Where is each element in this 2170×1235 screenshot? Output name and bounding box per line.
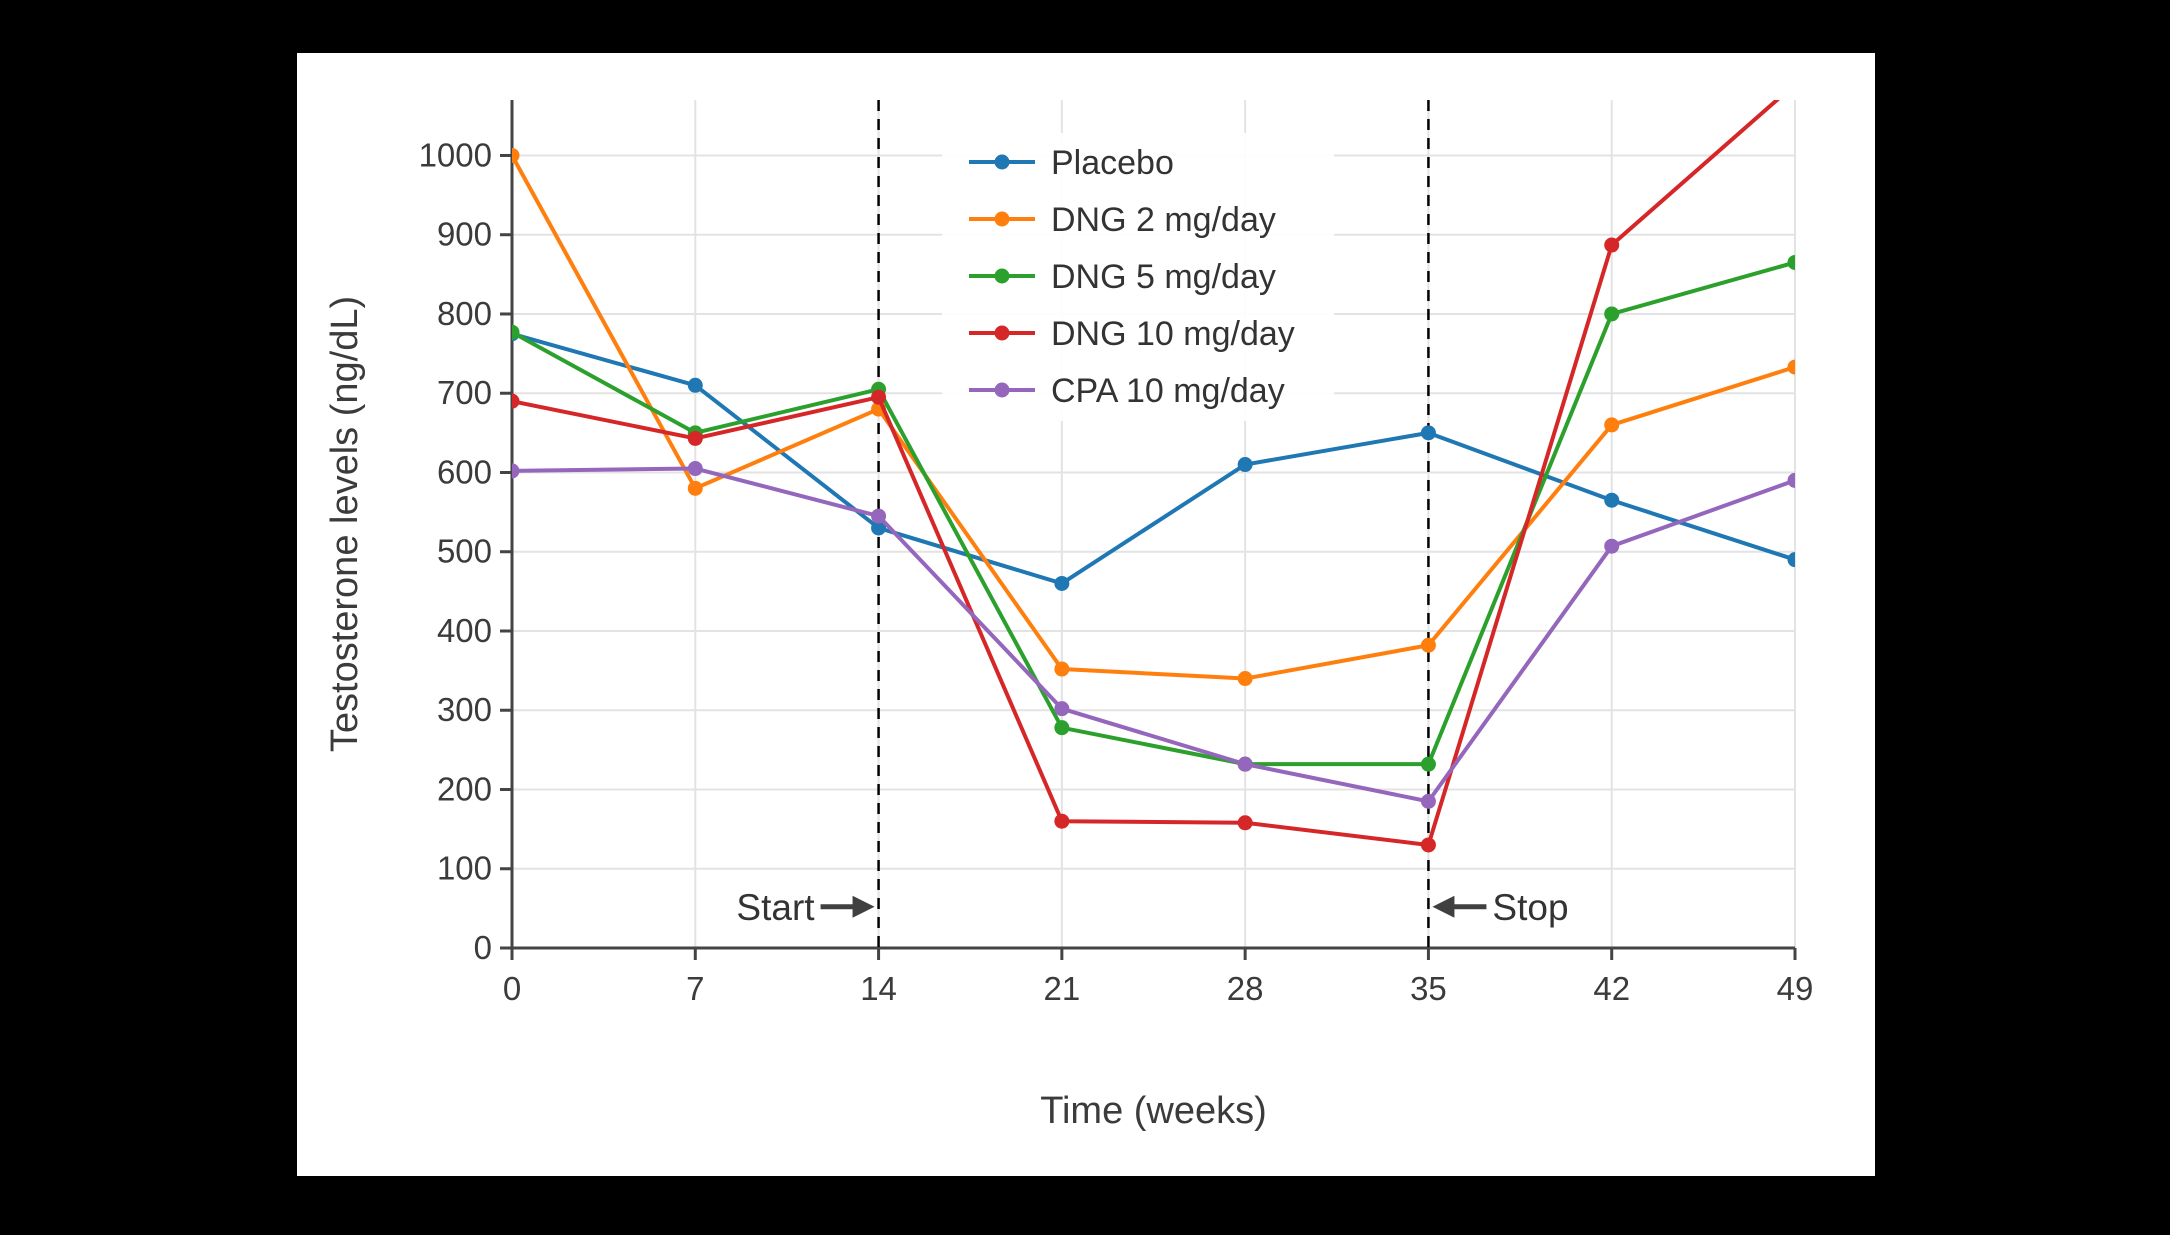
y-axis-title: Testosterone levels (ng/dL) [324, 296, 366, 752]
data-point-dng-10-mg-day-wk21 [1054, 813, 1070, 829]
x-tick-label: 42 [1593, 970, 1630, 1007]
data-point-dng-2-mg-day-wk28 [1237, 671, 1253, 687]
data-point-dng-5-mg-day-wk21 [1054, 720, 1070, 736]
x-tick-label: 21 [1043, 970, 1080, 1007]
legend-item-dng-10-mg-day[interactable]: DNG 10 mg/day [969, 315, 1295, 353]
series-line [512, 100, 1780, 847]
data-point-cpa-10-mg-day-wk7 [687, 461, 703, 477]
data-point-cpa-10-mg-day-wk28 [1237, 756, 1253, 772]
data-point-dng-2-mg-day-wk0 [512, 147, 520, 163]
annotation-label: Start [736, 887, 815, 928]
y-tick-label: 200 [437, 770, 492, 807]
legend-marker-icon [994, 325, 1010, 341]
data-point-dng-5-mg-day-wk42 [1604, 306, 1620, 322]
testosterone-line-chart: 0 7 14 21 28 35 42 49 0 100 200 300 400 500 600 700 800 9… [324, 77, 1814, 1132]
legend-label: CPA 10 mg/day [1051, 372, 1285, 410]
legend-marker-icon [994, 211, 1010, 227]
y-tick-label: 100 [437, 850, 492, 887]
data-point-dng-5-mg-day-wk0 [512, 324, 520, 340]
data-point-cpa-10-mg-day-wk21 [1054, 701, 1070, 717]
series-dng-10-mg-day [512, 77, 1803, 853]
series-cpa-10-mg-day [512, 461, 1795, 809]
data-point-dng-2-mg-day-wk49 [1787, 359, 1795, 375]
data-point-placebo-wk7 [687, 377, 703, 393]
y-tick-label: 0 [474, 929, 492, 966]
data-point-dng-10-mg-day-wk28 [1237, 815, 1253, 831]
legend: Placebo DNG 2 mg/day DNG 5 mg/day DNG 10 mg… [942, 133, 1334, 421]
data-point-dng-10-mg-day-wk35 [1420, 837, 1436, 853]
legend-item-placebo[interactable]: Placebo [969, 144, 1174, 182]
x-axis-title: Time (weeks) [1040, 1090, 1267, 1132]
data-point-placebo-wk28 [1237, 457, 1253, 473]
annotation-label: Stop [1492, 887, 1568, 928]
data-point-dng-10-mg-day-wk0 [512, 393, 520, 409]
annotation-stop: Stop [1432, 887, 1569, 928]
chart-panel: 0 7 14 21 28 35 42 49 0 100 200 300 400 500 600 700 800 9… [297, 53, 1875, 1176]
data-point-dng-10-mg-day-wk7 [687, 430, 703, 446]
y-tick-label: 400 [437, 612, 492, 649]
x-tick-label: 7 [686, 970, 704, 1007]
legend-label: DNG 10 mg/day [1051, 315, 1295, 353]
series-placebo [512, 326, 1795, 591]
x-tick-label: 49 [1777, 970, 1814, 1007]
x-tick-label: 28 [1227, 970, 1264, 1007]
data-point-dng-10-mg-day-wk42 [1604, 237, 1620, 253]
tick-labels: 0 7 14 21 28 35 42 49 0 100 200 300 400 500 600 700 800 9… [419, 136, 1814, 1007]
y-tick-label: 300 [437, 691, 492, 728]
data-point-cpa-10-mg-day-wk0 [512, 463, 520, 479]
data-point-placebo-wk49 [1787, 552, 1795, 568]
data-point-cpa-10-mg-day-wk14 [871, 508, 887, 524]
legend-item-cpa-10-mg-day[interactable]: CPA 10 mg/day [969, 372, 1285, 410]
legend-marker-icon [994, 382, 1010, 398]
legend-label: DNG 2 mg/day [1051, 201, 1276, 239]
y-tick-label: 800 [437, 295, 492, 332]
arrow-left-head-icon [1432, 895, 1455, 918]
annotation-start: Start [736, 887, 875, 928]
data-point-dng-5-mg-day-wk49 [1787, 254, 1795, 270]
legend-marker-icon [994, 268, 1010, 284]
data-point-dng-2-mg-day-wk42 [1604, 417, 1620, 433]
data-point-dng-10-mg-day-wk49 [1788, 77, 1803, 92]
data-point-dng-10-mg-day-wk14 [871, 389, 887, 405]
legend-marker-icon [994, 154, 1010, 170]
data-point-dng-2-mg-day-wk21 [1054, 661, 1070, 677]
data-point-cpa-10-mg-day-wk35 [1420, 793, 1436, 809]
series-line [512, 466, 1795, 804]
legend-item-dng-2-mg-day[interactable]: DNG 2 mg/day [969, 201, 1276, 239]
y-tick-label: 600 [437, 453, 492, 490]
data-point-placebo-wk42 [1604, 492, 1620, 508]
data-point-dng-2-mg-day-wk7 [687, 480, 703, 496]
data-point-cpa-10-mg-day-wk49 [1787, 472, 1795, 488]
y-tick-label: 700 [437, 374, 492, 411]
data-point-placebo-wk21 [1054, 575, 1070, 591]
data-point-placebo-wk14 [871, 520, 887, 536]
data-point-dng-5-mg-day-wk35 [1420, 756, 1436, 772]
x-tick-label: 35 [1410, 970, 1447, 1007]
legend-label: Placebo [1051, 144, 1174, 182]
series-line [512, 331, 1795, 586]
x-tick-label: 14 [860, 970, 897, 1007]
axes [510, 100, 1795, 950]
data-point-dng-2-mg-day-wk35 [1420, 637, 1436, 653]
y-tick-label: 900 [437, 216, 492, 253]
x-tick-label: 0 [503, 970, 521, 1007]
y-tick-label: 500 [437, 533, 492, 570]
series-line [512, 260, 1795, 767]
arrow-right-head-icon [852, 895, 875, 918]
data-point-cpa-10-mg-day-wk42 [1604, 538, 1620, 554]
series-group [512, 77, 1803, 853]
legend-label: DNG 5 mg/day [1051, 258, 1276, 296]
legend-item-dng-5-mg-day[interactable]: DNG 5 mg/day [969, 258, 1276, 296]
data-point-placebo-wk35 [1420, 425, 1436, 441]
y-tick-label: 1000 [419, 136, 492, 173]
